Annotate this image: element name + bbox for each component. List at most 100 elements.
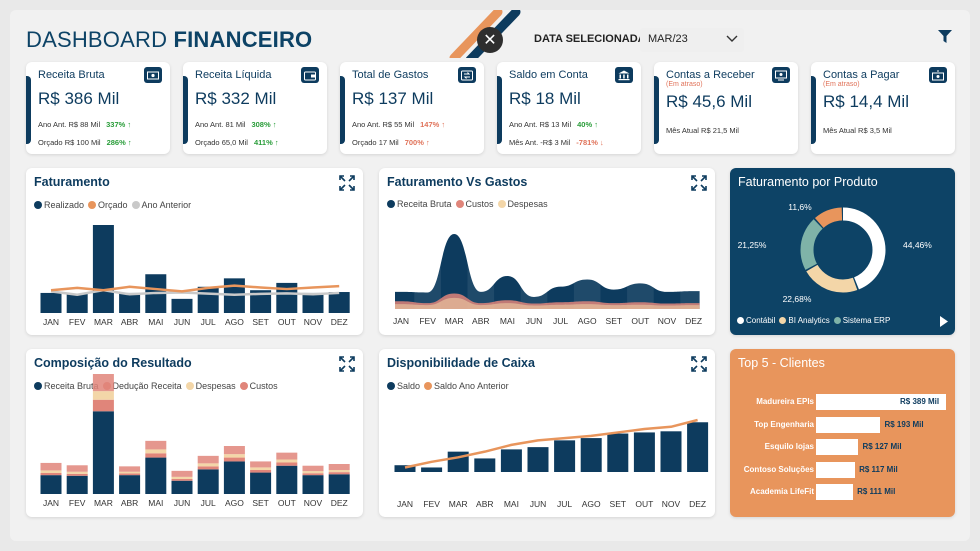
x-tick-label: JUN bbox=[526, 316, 543, 326]
x-tick-label: DEZ bbox=[331, 317, 348, 327]
bar-custos bbox=[145, 440, 167, 450]
client-name: Top Engenharia bbox=[754, 419, 814, 429]
next-page-icon[interactable] bbox=[940, 316, 948, 327]
composicao-chart: JAN FEV MAR ABR MAI JUN JUL AGO SET OUT NOV DEZ bbox=[40, 374, 350, 508]
x-tick-label: JAN bbox=[397, 499, 413, 509]
x-tick-label: MAI bbox=[504, 499, 519, 509]
date-value: MAR/23 bbox=[648, 33, 688, 45]
expand-icon[interactable] bbox=[339, 356, 355, 372]
bar-despesas bbox=[66, 471, 88, 474]
bar-deducao bbox=[302, 473, 324, 476]
month-band bbox=[680, 228, 707, 309]
month-band bbox=[414, 228, 441, 309]
bar-deducao bbox=[119, 473, 141, 476]
bar-realizado bbox=[302, 292, 324, 313]
expand-icon[interactable] bbox=[691, 356, 707, 372]
kpi-value: R$ 14,4 Mil bbox=[823, 92, 909, 111]
bar-saldo bbox=[633, 432, 655, 472]
caixa-chart: JAN FEV MAR ABR MAI JUN JUL AGO SET OUT NOV DEZ bbox=[394, 418, 709, 509]
bar-custos bbox=[302, 465, 324, 472]
bar-receita-bruta bbox=[119, 475, 141, 494]
bar-despesas bbox=[197, 463, 219, 467]
area-receita-bruta bbox=[395, 234, 700, 309]
x-tick-label: SET bbox=[252, 317, 269, 327]
x-tick-label: MAR bbox=[94, 498, 113, 508]
kpi-title: Total de Gastos bbox=[352, 69, 429, 81]
x-tick-label: SET bbox=[610, 499, 627, 509]
x-tick-label: JUN bbox=[174, 317, 191, 327]
x-tick-label: MAR bbox=[94, 317, 113, 327]
fat-vs-gastos-legend: Receita Bruta Custos Despesas bbox=[387, 199, 548, 209]
pay-icon bbox=[929, 67, 947, 83]
top5-row: Contoso Soluções R$ 117 Mil bbox=[730, 461, 958, 478]
faturamento-title: Faturamento bbox=[34, 175, 110, 189]
top5-row: Academia LifeFit R$ 111 Mil bbox=[730, 484, 958, 500]
bar-custos bbox=[119, 466, 141, 472]
bar-custos bbox=[328, 464, 350, 470]
composicao-title: Composição do Resultado bbox=[34, 356, 192, 370]
bar-despesas bbox=[302, 471, 324, 474]
bar-receita-bruta bbox=[92, 411, 114, 494]
client-value: R$ 193 Mil bbox=[884, 419, 924, 429]
legend-item: Sistema ERP bbox=[833, 316, 890, 325]
close-button[interactable]: ✕ bbox=[477, 27, 503, 53]
x-tick-label: AGO bbox=[578, 316, 597, 326]
expand-icon[interactable] bbox=[339, 175, 355, 191]
x-tick-label: DEZ bbox=[331, 498, 348, 508]
legend-item: Realizado bbox=[34, 200, 84, 210]
exchange-icon bbox=[458, 67, 476, 83]
kpi-title: Contas a Pagar bbox=[823, 69, 900, 81]
bar-realizado bbox=[171, 298, 193, 313]
kpi-card-5: Contas a Pagar (Em atraso) R$ 14,4 Mil Mês … bbox=[811, 62, 955, 154]
x-tick-label: OUT bbox=[278, 317, 296, 327]
caixa-title: Disponibilidade de Caixa bbox=[387, 356, 535, 370]
client-name: Esquilo lojas bbox=[764, 442, 814, 451]
legend-item: Saldo Ano Anterior bbox=[424, 381, 509, 391]
receive-icon bbox=[772, 67, 790, 83]
client-bar bbox=[816, 394, 946, 410]
kpi-row-2: Orçado 65,0 Mil 411% ↑ bbox=[195, 138, 279, 147]
donut-slice bbox=[800, 207, 886, 293]
area-despesas bbox=[395, 297, 700, 309]
x-tick-label: ABR bbox=[121, 317, 138, 327]
bar-deducao bbox=[250, 470, 272, 473]
client-bar bbox=[816, 439, 859, 455]
caixa-card: Disponibilidade de Caixa Saldo Saldo Ano… bbox=[379, 349, 715, 517]
bar-despesas bbox=[328, 470, 350, 473]
x-tick-label: NOV bbox=[658, 316, 677, 326]
faturamento-produto-card: Faturamento por Produto 44,46% 22,68% 21,2… bbox=[730, 168, 955, 335]
page-title: DASHBOARD FINANCEIRO bbox=[26, 27, 312, 53]
bar-deducao bbox=[171, 479, 193, 481]
bar-receita-bruta bbox=[66, 475, 88, 494]
client-bar bbox=[816, 416, 881, 433]
kpi-accent bbox=[654, 76, 659, 144]
bar-realizado bbox=[40, 292, 62, 313]
bar-despesas bbox=[171, 476, 193, 479]
legend-item: Despesas bbox=[185, 381, 236, 391]
x-tick-label: MAR bbox=[449, 499, 468, 509]
bar-deducao bbox=[328, 472, 350, 475]
bar-saldo bbox=[421, 467, 443, 472]
expand-icon[interactable] bbox=[691, 175, 707, 191]
filter-icon[interactable] bbox=[938, 30, 952, 43]
faturamento-card: Faturamento Realizado Orçado Ano Anterio… bbox=[26, 168, 363, 335]
kpi-value: R$ 386 Mil bbox=[38, 89, 120, 108]
bar-receita-bruta bbox=[145, 457, 167, 494]
bar-custos bbox=[40, 462, 62, 471]
donut-label: 22,68% bbox=[783, 294, 812, 304]
bar-receita-bruta bbox=[40, 475, 62, 494]
bar-receita-bruta bbox=[197, 469, 219, 494]
client-value: R$ 117 Mil bbox=[859, 464, 898, 474]
kpi-accent bbox=[340, 76, 345, 144]
date-select[interactable]: MAR/23 bbox=[640, 28, 744, 52]
donut-title: Faturamento por Produto bbox=[738, 175, 878, 189]
x-tick-label: NOV bbox=[662, 499, 681, 509]
wallet-icon bbox=[301, 67, 319, 83]
bar-realizado bbox=[328, 292, 350, 313]
kpi-subtitle: (Em atraso) bbox=[823, 81, 860, 88]
bar-despesas bbox=[92, 391, 114, 400]
x-tick-label: MAI bbox=[148, 317, 163, 327]
x-tick-label: FEV bbox=[69, 498, 86, 508]
x-tick-label: ABR bbox=[121, 498, 138, 508]
kpi-row-2: Orçado R$ 100 Mil 286% ↑ bbox=[38, 138, 132, 147]
